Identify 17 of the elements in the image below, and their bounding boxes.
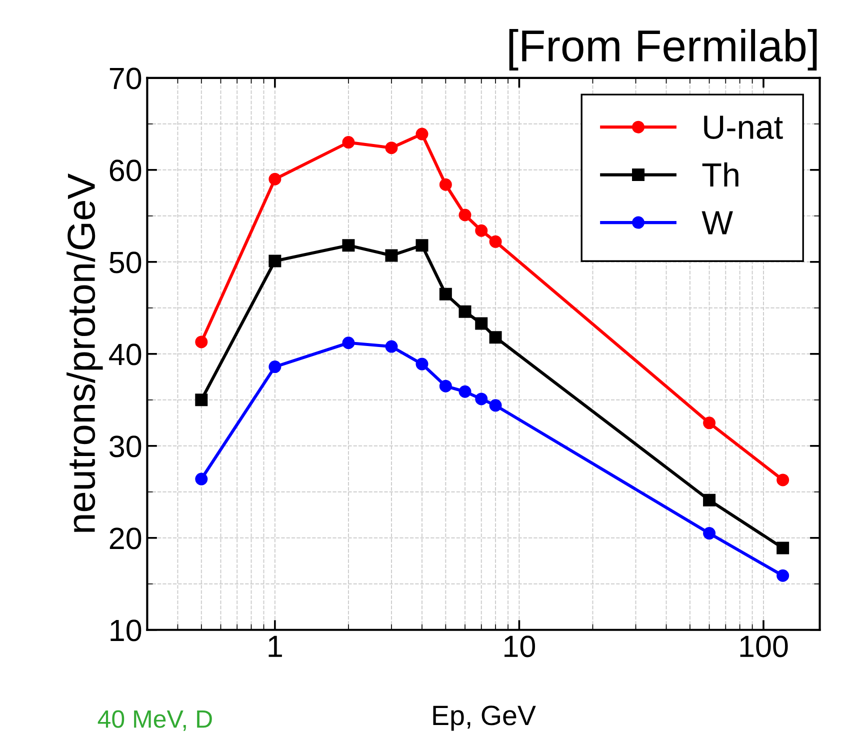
y-tick-label: 10 [110, 620, 142, 642]
x-tick-label: 1 [268, 636, 282, 657]
legend-label: Th [702, 162, 738, 186]
y-tick-label: 50 [110, 252, 142, 274]
y-tick-label: 30 [110, 436, 142, 458]
x-axis-title: Ep, GeV [433, 706, 536, 731]
y-tick-label: 60 [110, 160, 142, 182]
chart-title: [From Fermilab] [509, 29, 817, 70]
text: 40 MeV, D [98, 710, 212, 731]
legend-label: W [702, 211, 733, 234]
x-tick-label: 100 [740, 636, 788, 658]
y-tick-label: 20 [110, 528, 142, 550]
y-axis-title: neutrons/proton/GeV [66, 174, 103, 532]
y-tick-label: 40 [109, 344, 142, 366]
legend-label: U-nat [704, 116, 783, 140]
y-tick-label: 70 [110, 68, 142, 90]
x-tick-label: 10 [504, 636, 536, 658]
